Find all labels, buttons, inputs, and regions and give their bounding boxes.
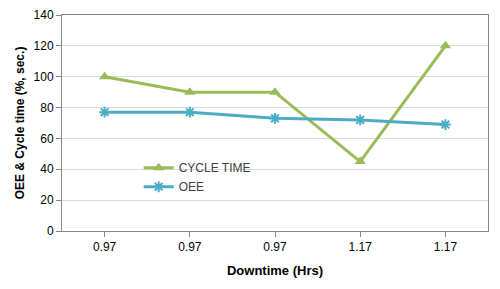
svg-text:OEE: OEE [179,180,204,194]
svg-text:CYCLE TIME: CYCLE TIME [179,161,251,175]
svg-text:0.97: 0.97 [93,240,117,254]
svg-text:80: 80 [40,101,54,115]
svg-text:20: 20 [40,193,54,207]
svg-text:0: 0 [47,224,54,238]
svg-text:100: 100 [34,70,54,84]
svg-text:0.97: 0.97 [263,240,287,254]
svg-text:OEE & Cycle time (%, sec.): OEE & Cycle time (%, sec.) [13,47,27,200]
svg-text:140: 140 [34,8,54,22]
svg-text:60: 60 [40,132,54,146]
svg-text:Downtime (Hrs): Downtime (Hrs) [227,263,323,278]
svg-text:1.17: 1.17 [434,240,458,254]
svg-text:1.17: 1.17 [349,240,373,254]
svg-text:0.97: 0.97 [178,240,202,254]
svg-text:40: 40 [40,162,54,176]
svg-text:120: 120 [34,39,54,53]
